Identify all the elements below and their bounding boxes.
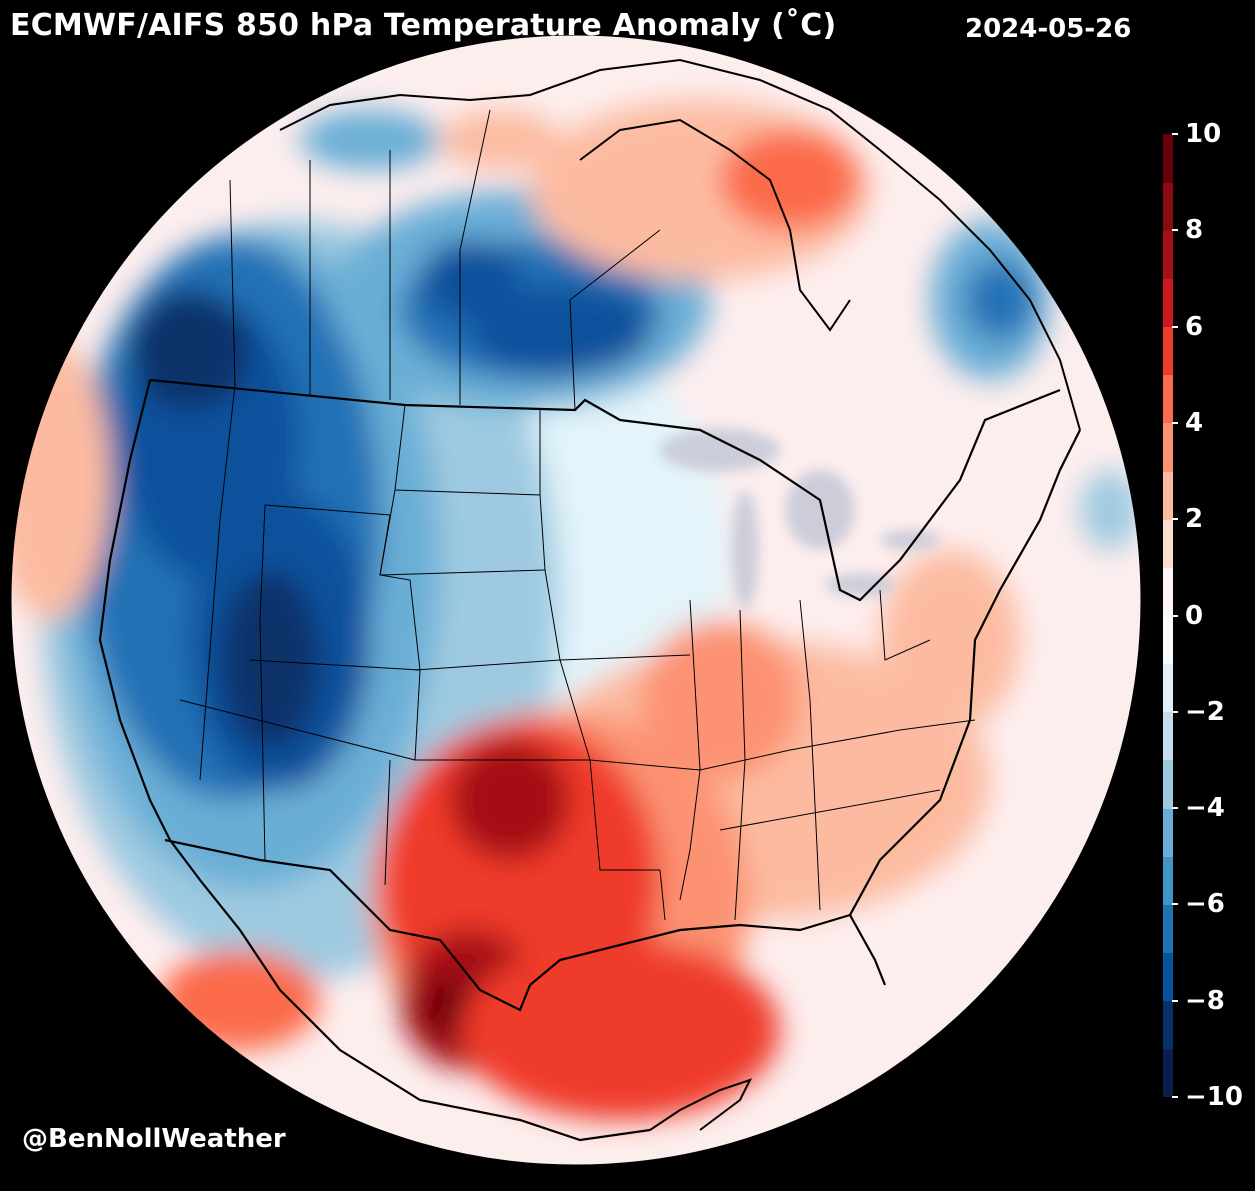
colorbar-tick-label: 2: [1185, 504, 1204, 535]
colorbar-segment: [1163, 1048, 1173, 1098]
colorbar: [1163, 134, 1173, 1098]
colorbar-segment: [1163, 519, 1173, 568]
colorbar-segment: [1163, 230, 1173, 279]
colorbar-tick-label: −2: [1185, 696, 1225, 727]
colorbar-tick-mark: [1172, 903, 1178, 906]
chart-title: ECMWF/AIFS 850 hPa Temperature Anomaly (…: [10, 8, 837, 43]
colorbar-segment: [1163, 1000, 1173, 1050]
colorbar-tick-mark: [1172, 133, 1178, 135]
colorbar-tick-mark: [1172, 999, 1178, 1002]
colorbar-segment: [1163, 471, 1173, 520]
colorbar-segment: [1163, 615, 1173, 665]
colorbar-tick-label: −4: [1185, 793, 1225, 824]
colorbar-tick-mark: [1172, 1096, 1178, 1098]
state-lines: [179, 109, 976, 921]
colorbar-tick-mark: [1172, 421, 1178, 424]
colorbar-segment: [1163, 711, 1173, 761]
colorbar-segment: [1163, 808, 1173, 857]
credit-label: @BenNollWeather: [22, 1124, 286, 1154]
colorbar-tick-label: −10: [1185, 1082, 1243, 1112]
colorbar-tick-label: 8: [1185, 215, 1204, 246]
colorbar-segment: [1163, 134, 1173, 183]
colorbar-tick-mark: [1172, 325, 1178, 328]
colorbar-tick-mark: [1172, 807, 1178, 810]
colorbar-segment: [1163, 663, 1173, 713]
colorbar-segment: [1163, 326, 1173, 376]
colorbar-segment: [1163, 904, 1173, 954]
colorbar-tick-label: 4: [1185, 407, 1204, 438]
colorbar-tick-mark: [1172, 229, 1178, 232]
colorbar-tick-label: 0: [1185, 600, 1204, 631]
colorbar-segment: [1163, 374, 1173, 424]
great-lakes: [660, 428, 940, 610]
colorbar-segment: [1163, 856, 1173, 905]
colorbar-tick-mark: [1172, 710, 1178, 713]
colorbar-tick-mark: [1172, 518, 1178, 521]
colorbar-segment: [1163, 422, 1173, 472]
colorbar-tick-label: 6: [1185, 311, 1204, 342]
colorbar-tick-mark: [1172, 614, 1178, 617]
chart-date: 2024-05-26: [965, 14, 1132, 44]
colorbar-segment: [1163, 567, 1173, 616]
colorbar-segment: [1163, 759, 1173, 809]
colorbar-tick-label: −6: [1185, 889, 1225, 920]
colorbar-segment: [1163, 952, 1173, 1002]
country-borders: [98, 58, 1081, 1142]
colorbar-segment: [1163, 278, 1173, 328]
colorbar-tick-label: −8: [1185, 985, 1225, 1016]
colorbar-segment: [1163, 182, 1173, 231]
colorbar-tick-label: 10: [1185, 119, 1222, 149]
